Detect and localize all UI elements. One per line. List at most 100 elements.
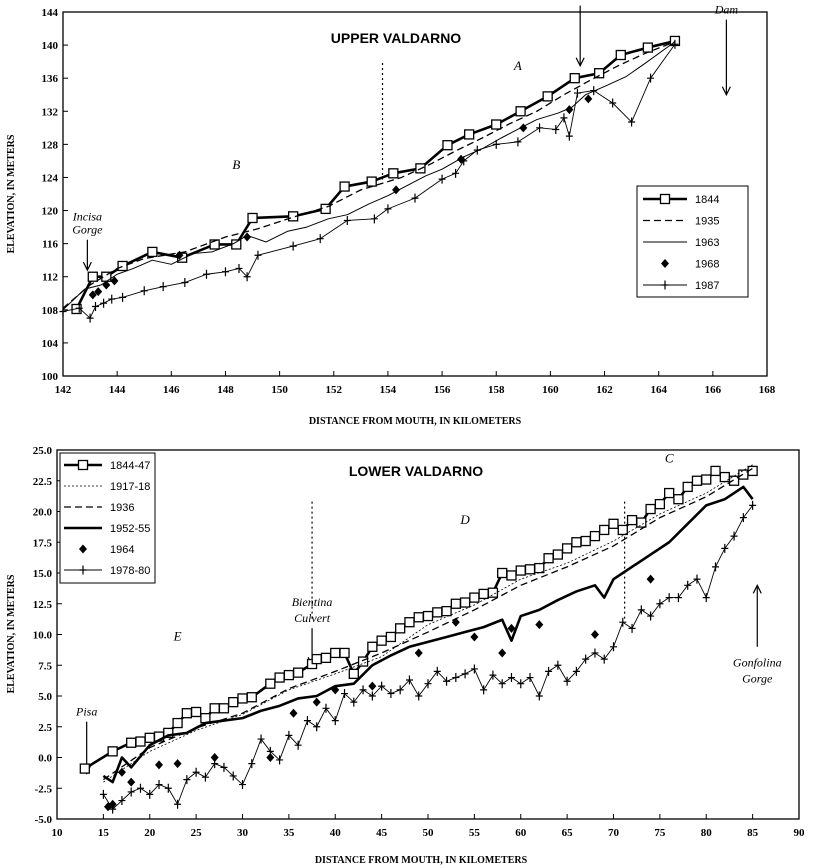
data-point bbox=[498, 679, 506, 689]
y-tick-label: 108 bbox=[42, 305, 59, 317]
data-point bbox=[469, 592, 480, 603]
data-point bbox=[608, 518, 619, 529]
data-point bbox=[515, 106, 526, 117]
data-point bbox=[492, 139, 500, 149]
data-point bbox=[388, 168, 399, 179]
data-point bbox=[480, 685, 488, 695]
reach-letter: A bbox=[513, 58, 522, 73]
data-point bbox=[339, 647, 350, 659]
x-tick-label: 148 bbox=[217, 384, 234, 396]
data-point bbox=[626, 514, 638, 526]
data-point bbox=[59, 306, 67, 316]
data-point bbox=[127, 787, 135, 797]
series-1968 bbox=[88, 94, 593, 300]
x-tick-label: 166 bbox=[705, 384, 722, 396]
data-point bbox=[91, 302, 99, 312]
data-point bbox=[478, 588, 489, 600]
upper-chart-title: UPPER VALDARNO bbox=[331, 30, 462, 46]
data-point bbox=[665, 593, 673, 603]
data-point bbox=[316, 234, 324, 244]
x-tick-label: 20 bbox=[144, 827, 156, 839]
data-point bbox=[684, 580, 692, 590]
data-point bbox=[86, 313, 94, 323]
data-point bbox=[515, 565, 526, 576]
data-point bbox=[190, 706, 202, 718]
data-point bbox=[239, 780, 246, 790]
data-point bbox=[257, 734, 265, 744]
data-point bbox=[181, 278, 189, 288]
data-point bbox=[591, 648, 599, 658]
series-1963 bbox=[62, 41, 676, 311]
y-tick-label: 25.0 bbox=[33, 445, 53, 457]
data-point bbox=[209, 239, 220, 250]
data-point bbox=[396, 685, 404, 695]
data-point bbox=[701, 474, 712, 485]
data-point bbox=[135, 736, 146, 747]
data-point bbox=[330, 647, 341, 659]
data-point bbox=[289, 708, 298, 718]
x-tick-label: 25 bbox=[191, 827, 203, 839]
data-point bbox=[368, 691, 376, 701]
data-point bbox=[497, 567, 508, 579]
x-tick-label: 55 bbox=[469, 827, 481, 839]
x-tick-label: 45 bbox=[376, 827, 388, 839]
data-point bbox=[424, 679, 432, 689]
lower-chart-title: LOWER VALDARNO bbox=[349, 463, 483, 479]
series-1952-55 bbox=[102, 485, 754, 784]
data-point bbox=[274, 672, 285, 683]
data-point bbox=[534, 562, 545, 574]
data-point bbox=[350, 697, 358, 707]
x-tick-label: 168 bbox=[759, 384, 776, 396]
x-tick-label: 35 bbox=[283, 827, 295, 839]
data-point bbox=[144, 732, 155, 743]
data-point bbox=[102, 280, 111, 290]
data-point bbox=[203, 269, 211, 279]
data-point bbox=[610, 642, 617, 652]
y-tick-label: 100 bbox=[42, 371, 59, 383]
annotation-label: Montevarchi bbox=[549, 0, 611, 3]
x-tick-label: 162 bbox=[596, 384, 613, 396]
data-point bbox=[248, 759, 256, 769]
data-point bbox=[99, 789, 107, 799]
x-tick-label: 152 bbox=[326, 384, 343, 396]
series-1844-47 bbox=[79, 465, 758, 774]
data-point bbox=[155, 780, 163, 790]
legend-label: 1917-18 bbox=[110, 481, 150, 493]
data-point bbox=[442, 140, 453, 151]
data-point bbox=[378, 681, 386, 691]
data-point bbox=[514, 137, 522, 147]
reach-letter: C bbox=[665, 450, 674, 465]
data-point bbox=[498, 648, 507, 658]
x-tick-label: 154 bbox=[380, 384, 397, 396]
data-point bbox=[590, 630, 599, 639]
data-point bbox=[94, 287, 103, 297]
x-tick-label: 70 bbox=[608, 827, 620, 839]
data-point bbox=[656, 599, 664, 609]
data-point bbox=[645, 503, 656, 515]
data-point bbox=[376, 635, 387, 646]
data-point bbox=[404, 617, 415, 628]
data-point bbox=[218, 703, 230, 714]
data-point bbox=[599, 524, 610, 536]
data-point bbox=[628, 117, 636, 127]
data-point bbox=[75, 303, 83, 313]
y-tick-label: 136 bbox=[42, 73, 59, 85]
data-point bbox=[243, 232, 252, 242]
data-point bbox=[289, 241, 297, 251]
data-point bbox=[235, 263, 243, 273]
legend-marker bbox=[79, 565, 87, 575]
annotation-arrowhead bbox=[575, 57, 585, 68]
data-point bbox=[507, 623, 516, 633]
data-point bbox=[673, 494, 684, 505]
data-point bbox=[571, 537, 582, 548]
y-tick-label: 17.5 bbox=[33, 537, 53, 549]
data-point bbox=[573, 88, 581, 98]
lower-x-axis-label: DISTANCE FROM MOUTH, IN KILOMETERS bbox=[315, 855, 528, 866]
data-point bbox=[693, 574, 701, 584]
data-point bbox=[619, 617, 627, 627]
data-point bbox=[414, 648, 423, 658]
x-tick-label: 150 bbox=[271, 384, 288, 396]
data-point bbox=[108, 294, 116, 304]
data-point bbox=[464, 129, 475, 140]
